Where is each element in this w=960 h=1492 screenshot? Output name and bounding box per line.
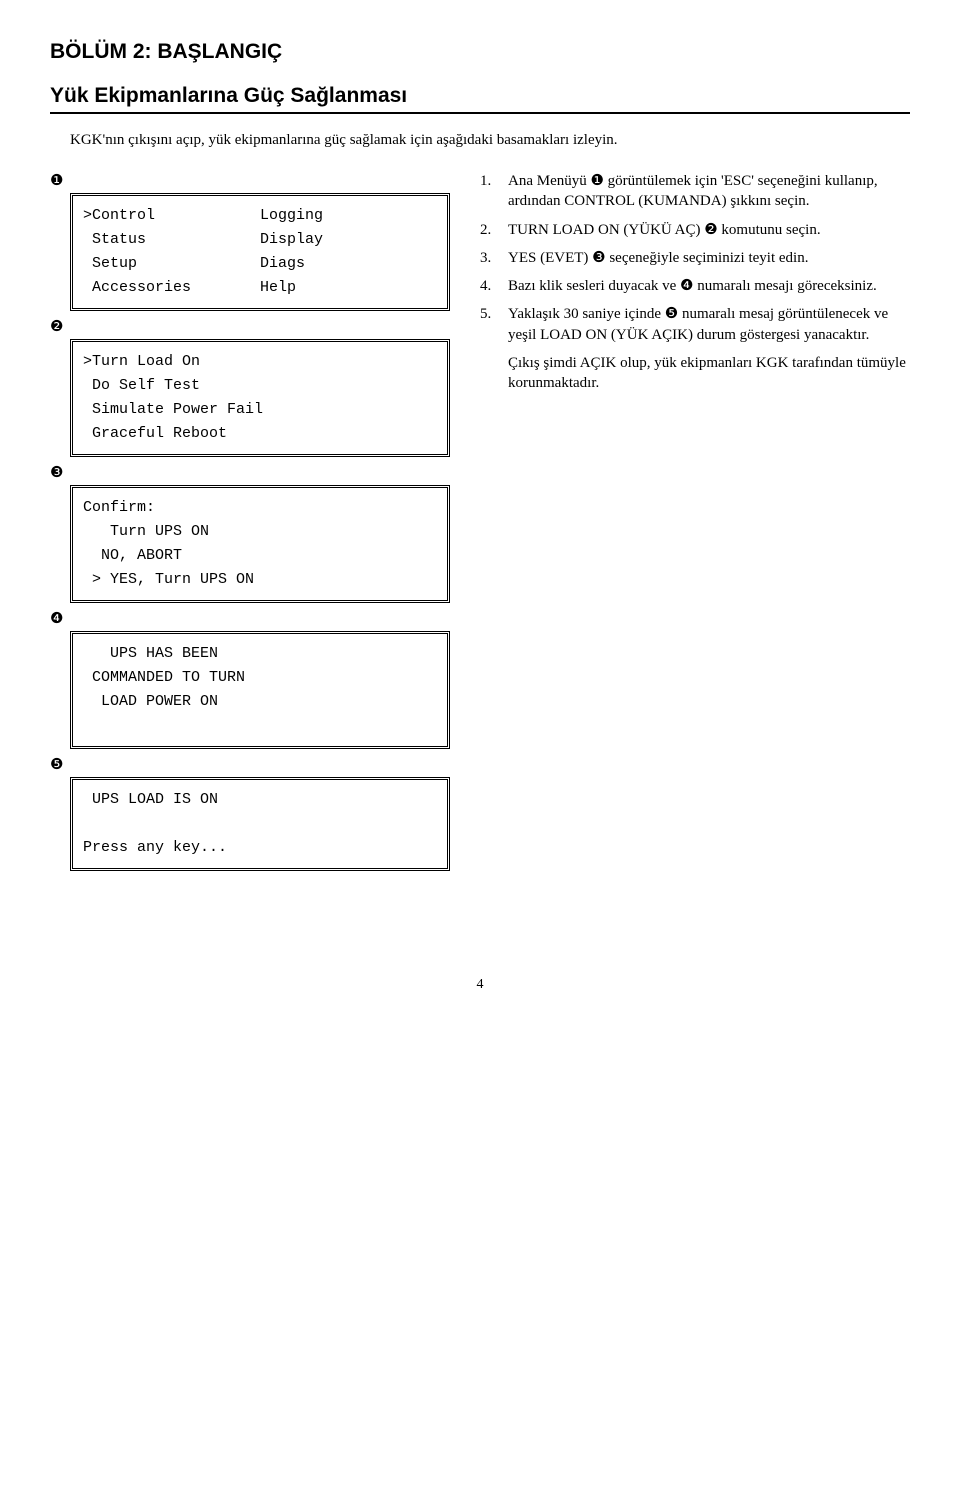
box1-left: >Control Status Setup Accessories: [83, 204, 260, 300]
step-5-body: Yaklaşık 30 saniye içinde ❺ numaralı mes…: [508, 304, 910, 345]
step-4: 4. Bazı klik sesleri duyacak ve ❹ numara…: [480, 276, 910, 296]
step-2-body: TURN LOAD ON (YÜKÜ AÇ) ❷ komutunu seçin.: [508, 220, 910, 240]
content-row: ❶ >Control Status Setup Accessories Logg…: [50, 171, 910, 877]
terminal-box-3: Confirm: Turn UPS ON NO, ABORT > YES, Tu…: [70, 485, 450, 603]
step-1-body: Ana Menüyü ❶ görüntülemek için 'ESC' seç…: [508, 171, 910, 212]
heading-rule: [50, 112, 910, 114]
marker-4: ❹: [50, 609, 450, 627]
terminal-box-2: >Turn Load On Do Self Test Simulate Powe…: [70, 339, 450, 457]
section-title: BÖLÜM 2: BAŞLANGIÇ: [50, 40, 910, 64]
box1-right: Logging Display Diags Help: [260, 204, 437, 300]
step-5: 5. Yaklaşık 30 saniye içinde ❺ numaralı …: [480, 304, 910, 345]
intro-paragraph: KGK'nın çıkışını açıp, yük ekipmanlarına…: [70, 132, 910, 149]
terminal-box-5: UPS LOAD IS ON Press any key...: [70, 777, 450, 871]
step-3-body: YES (EVET) ❸ seçeneğiyle seçiminizi teyi…: [508, 248, 910, 268]
step-3-num: 3.: [480, 248, 498, 268]
terminal-box-4: UPS HAS BEEN COMMANDED TO TURN LOAD POWE…: [70, 631, 450, 749]
step-1-num: 1.: [480, 171, 498, 212]
marker-1: ❶: [50, 171, 450, 189]
tail-body: Çıkış şimdi AÇIK olup, yük ekipmanları K…: [508, 353, 910, 394]
marker-5: ❺: [50, 755, 450, 773]
right-column: 1. Ana Menüyü ❶ görüntülemek için 'ESC' …: [480, 171, 910, 401]
step-2: 2. TURN LOAD ON (YÜKÜ AÇ) ❷ komutunu seç…: [480, 220, 910, 240]
terminal-box-1: >Control Status Setup Accessories Loggin…: [70, 193, 450, 311]
marker-3: ❸: [50, 463, 450, 481]
tail-spacer: [480, 353, 498, 394]
page-number: 4: [50, 977, 910, 993]
marker-2: ❷: [50, 317, 450, 335]
tail-note: Çıkış şimdi AÇIK olup, yük ekipmanları K…: [480, 353, 910, 394]
step-2-num: 2.: [480, 220, 498, 240]
step-4-body: Bazı klik sesleri duyacak ve ❹ numaralı …: [508, 276, 910, 296]
step-5-num: 5.: [480, 304, 498, 345]
left-column: ❶ >Control Status Setup Accessories Logg…: [50, 171, 450, 877]
step-1: 1. Ana Menüyü ❶ görüntülemek için 'ESC' …: [480, 171, 910, 212]
step-4-num: 4.: [480, 276, 498, 296]
step-3: 3. YES (EVET) ❸ seçeneğiyle seçiminizi t…: [480, 248, 910, 268]
subtitle: Yük Ekipmanlarına Güç Sağlanması: [50, 84, 910, 108]
